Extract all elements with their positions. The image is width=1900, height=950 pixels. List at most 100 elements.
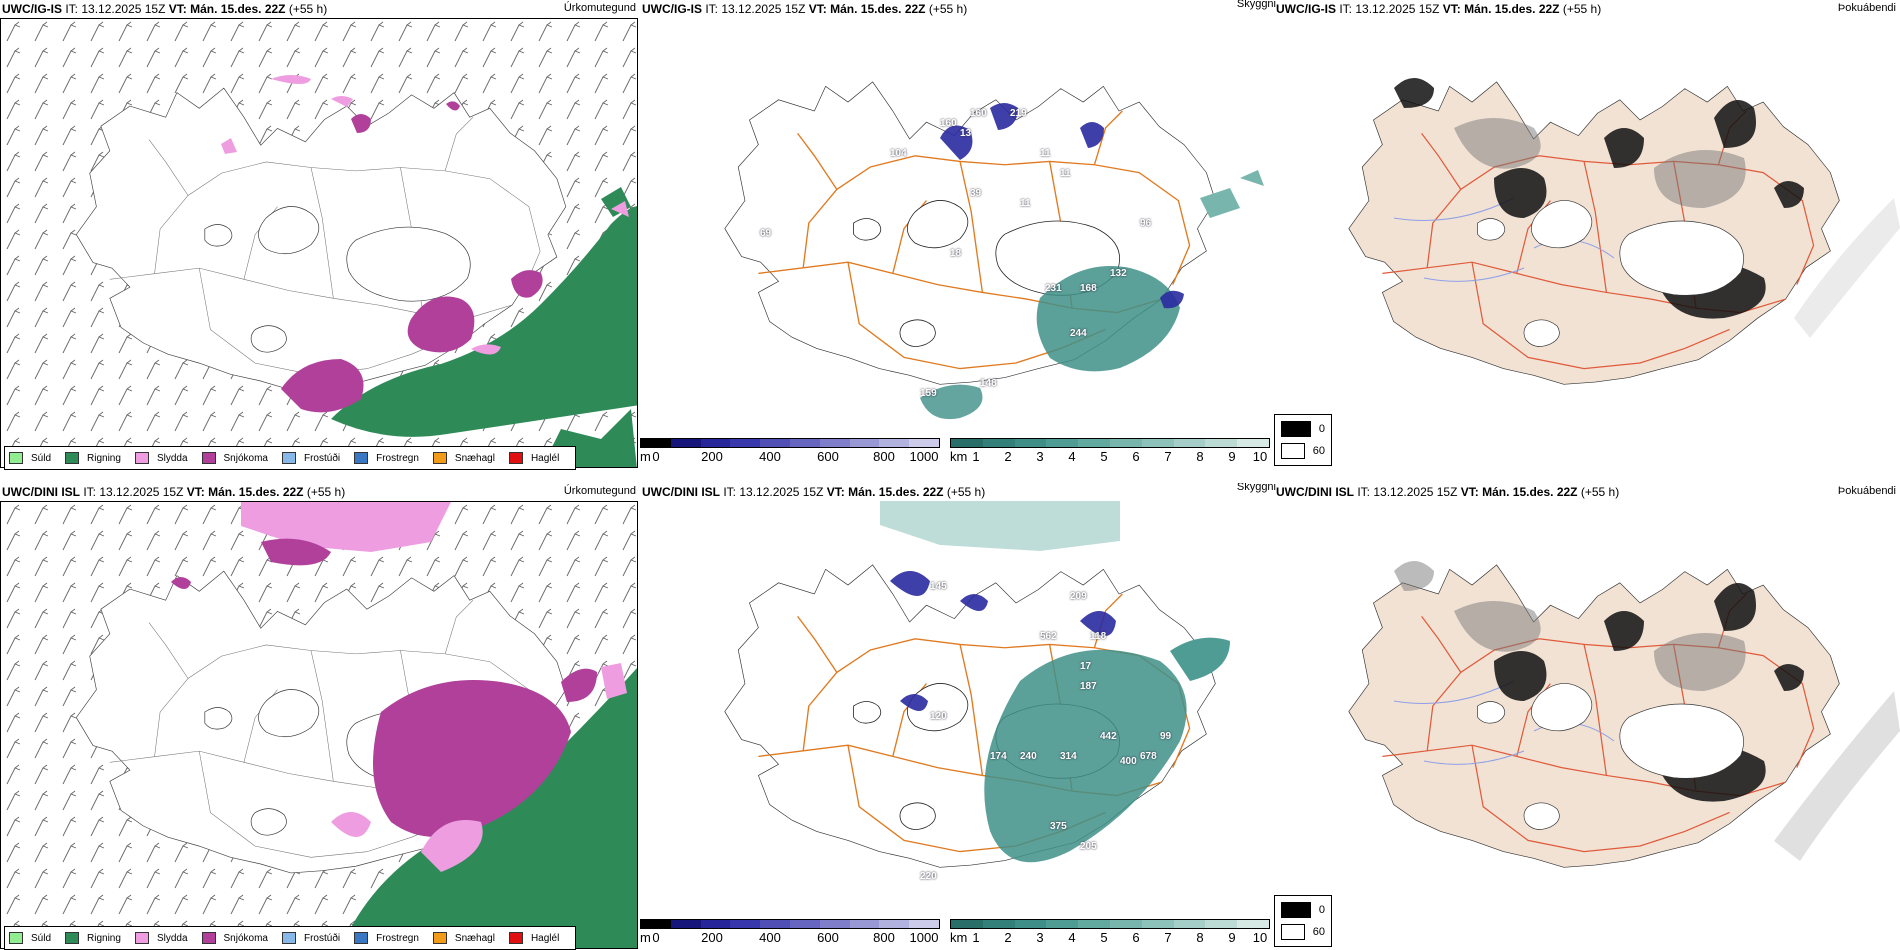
cloud-panel-top: UWC/IG-IS IT: 13.12.2025 15Z VT: Mán. 15… <box>640 0 1280 470</box>
legend-item: Frostúði <box>281 452 340 464</box>
legend-swatch <box>508 932 523 944</box>
colorbar-tick: 1000 <box>909 930 939 945</box>
colorbar-tick: 3 <box>1036 449 1044 464</box>
ceiling-value-label: 244 <box>1070 328 1087 339</box>
colorbar-tick: 2 <box>1004 449 1012 464</box>
legend-item: Snjókoma <box>201 932 268 944</box>
colorbar-tick: 7 <box>1164 449 1172 464</box>
ceiling-value-label: 209 <box>1070 591 1087 602</box>
legend-item: Frostregn <box>354 932 419 944</box>
panel-title: UWC/IG-IS IT: 13.12.2025 15Z VT: Mán. 15… <box>642 2 968 16</box>
cloud-map <box>724 501 1230 868</box>
fog-map <box>1348 78 1900 385</box>
ceiling-value-label: 132 <box>1110 268 1127 279</box>
colorbar-m: m 0 200 400 600 800 1000 <box>640 919 940 945</box>
colorbar-m-unit: m <box>640 930 651 945</box>
cloud-panel-bottom: UWC/DINI ISL IT: 13.12.2025 15Z VT: Mán.… <box>640 483 1280 950</box>
legend-item: Slydda <box>134 452 188 464</box>
ceiling-value-label: 17 <box>1080 661 1092 672</box>
ceiling-value-label: 13 <box>960 128 972 139</box>
colorbar-tick: 2 <box>1004 930 1012 945</box>
ceiling-value-label: 11 <box>1060 168 1071 179</box>
colorbar-tick: 4 <box>1068 930 1076 945</box>
fog-key-swatch <box>1281 421 1311 437</box>
ceiling-value-label: 219 <box>1010 108 1027 119</box>
ceiling-value-label: 562 <box>1040 631 1057 642</box>
fog-key-row: 0 <box>1281 902 1325 918</box>
legend-item: Haglél <box>508 452 559 464</box>
colorbar-tick: 9 <box>1228 449 1236 464</box>
fog-key-swatch <box>1281 902 1311 918</box>
field-name: Skyggni <box>1236 483 1276 493</box>
fog-key: 0 60 <box>1274 414 1332 466</box>
fog-key: 0 60 <box>1274 895 1332 947</box>
colorbar-km-bar <box>950 438 1270 448</box>
legend-item: Haglél <box>508 932 559 944</box>
ceiling-value-label: 11 <box>1040 148 1051 159</box>
legend-item: Súld <box>9 932 51 944</box>
colorbar-tick: 800 <box>873 449 895 464</box>
fog-key-swatch <box>1281 924 1305 940</box>
legend-item: Snjókoma <box>201 452 268 464</box>
ceiling-value-label: 96 <box>1140 218 1152 229</box>
field-name: Þokuábendi <box>1837 2 1896 14</box>
colorbar-m-bar <box>640 919 940 929</box>
colorbar-m-bar <box>640 438 940 448</box>
ceiling-value-label: 375 <box>1050 821 1067 832</box>
fog-panel-top: UWC/IG-IS IT: 13.12.2025 15Z VT: Mán. 15… <box>1274 0 1900 470</box>
colorbar-tick: 6 <box>1132 930 1140 945</box>
field-name: Skyggni <box>1236 0 1276 10</box>
colorbar-tick: 10 <box>1252 449 1268 464</box>
legend-swatch <box>432 932 447 944</box>
ceiling-value-label: 120 <box>930 711 947 722</box>
legend-swatch <box>354 932 369 944</box>
ceiling-value-label: 220 <box>920 871 937 882</box>
colorbar-km-bar <box>950 919 1270 929</box>
field-name: Úrkomutegund <box>563 2 636 14</box>
fog-key-row: 60 <box>1281 443 1325 459</box>
fog-map <box>1348 561 1900 868</box>
legend-item: Frostúði <box>281 932 340 944</box>
colorbar-tick: 8 <box>1196 449 1204 464</box>
colorbar-m-unit: m <box>640 449 651 464</box>
legend-item: Snæhagl <box>432 452 495 464</box>
legend-swatch <box>65 452 80 464</box>
colorbar-tick: 800 <box>873 930 895 945</box>
colorbar-tick: 200 <box>701 449 723 464</box>
legend-swatch <box>134 452 149 464</box>
colorbar-tick: 0 <box>652 449 660 464</box>
ceiling-value-label: 678 <box>1140 751 1157 762</box>
colorbar-tick: 1 <box>972 449 980 464</box>
legend-item: Rigning <box>65 452 121 464</box>
precip-map <box>0 501 638 949</box>
ceiling-value-label: 99 <box>1160 731 1172 742</box>
legend-swatch <box>201 452 216 464</box>
colorbar-tick: 5 <box>1100 930 1108 945</box>
legend-swatch <box>281 932 296 944</box>
colorbar-tick: 1000 <box>909 449 939 464</box>
ceiling-labels-bottom: 145 209 562 118 17 187 120 174 240 314 442 400 678 99… <box>640 501 1280 919</box>
field-name: Þokuábendi <box>1837 485 1896 497</box>
legend-swatch <box>281 452 296 464</box>
precip-type-panel-top: UWC/IG-IS IT: 13.12.2025 15Z VT: Mán. 15… <box>0 0 640 470</box>
colorbar-tick: 7 <box>1164 930 1172 945</box>
precip-legend: Súld Rigning Slydda Snjókoma Frostúði Fr… <box>4 446 577 470</box>
ceiling-value-label: 148 <box>980 378 997 389</box>
colorbar-tick: 600 <box>817 930 839 945</box>
panel-title: UWC/DINI ISL IT: 13.12.2025 15Z VT: Mán.… <box>642 485 986 499</box>
precip-legend: Súld Rigning Slydda Snjókoma Frostúði Fr… <box>4 926 577 950</box>
fog-key-row: 0 <box>1281 421 1325 437</box>
ceiling-value-label: 18 <box>950 248 962 259</box>
ceiling-value-label: 187 <box>1080 681 1097 692</box>
ceiling-value-label: 39 <box>970 188 982 199</box>
colorbar-tick: 0 <box>652 930 660 945</box>
ceiling-value-label: 314 <box>1060 751 1077 762</box>
field-name: Úrkomutegund <box>563 485 636 497</box>
ceiling-value-label: 118 <box>1090 631 1107 642</box>
colorbar-tick: 400 <box>759 930 781 945</box>
ceiling-value-label: 400 <box>1120 756 1137 767</box>
panel-title: UWC/DINI ISL IT: 13.12.2025 15Z VT: Mán.… <box>2 485 346 499</box>
legend-swatch <box>354 452 369 464</box>
ceiling-value-label: 145 <box>930 581 947 592</box>
legend-swatch <box>432 452 447 464</box>
